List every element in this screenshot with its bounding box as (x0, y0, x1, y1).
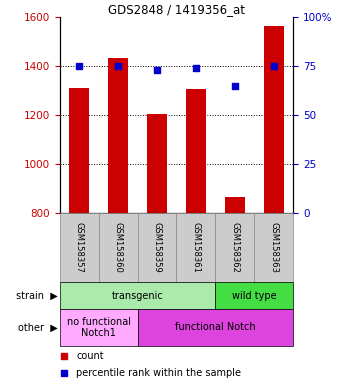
Bar (108, 58, 128, 213)
Text: GSM158362: GSM158362 (231, 222, 239, 273)
Text: wild type: wild type (232, 291, 277, 301)
Text: transgenic: transgenic (112, 291, 163, 301)
Text: percentile rank within the sample: percentile rank within the sample (76, 368, 241, 378)
Point (115, 63, 121, 70)
Bar (264, 26, 283, 213)
Text: no functional
Notch1: no functional Notch1 (66, 316, 131, 338)
Point (232, 83, 238, 89)
Bar (137, 309, 293, 346)
Text: functional Notch: functional Notch (175, 322, 256, 333)
Bar (216, 282, 293, 309)
Text: GSM158361: GSM158361 (191, 222, 201, 273)
Text: count: count (76, 351, 104, 361)
Bar (147, 114, 167, 213)
Bar (177, 213, 216, 282)
Bar (60, 213, 99, 282)
Point (62, 353, 67, 359)
Point (154, 67, 160, 73)
Text: GSM158359: GSM158359 (152, 222, 162, 273)
Bar (137, 213, 177, 282)
Bar (60, 309, 137, 346)
Text: GSM158360: GSM158360 (114, 222, 122, 273)
Text: other  ▶: other ▶ (18, 322, 58, 333)
Text: strain  ▶: strain ▶ (16, 291, 58, 301)
Point (62, 370, 67, 376)
Text: GSM158357: GSM158357 (75, 222, 84, 273)
Title: GDS2848 / 1419356_at: GDS2848 / 1419356_at (108, 3, 245, 16)
Bar (60, 282, 216, 309)
Bar (254, 213, 293, 282)
Point (193, 65, 199, 71)
Text: GSM158363: GSM158363 (269, 222, 278, 273)
Bar (216, 213, 254, 282)
Point (76, 63, 82, 70)
Bar (99, 213, 137, 282)
Bar (186, 89, 206, 213)
Point (271, 63, 277, 70)
Bar (70, 88, 89, 213)
Bar (225, 197, 244, 213)
